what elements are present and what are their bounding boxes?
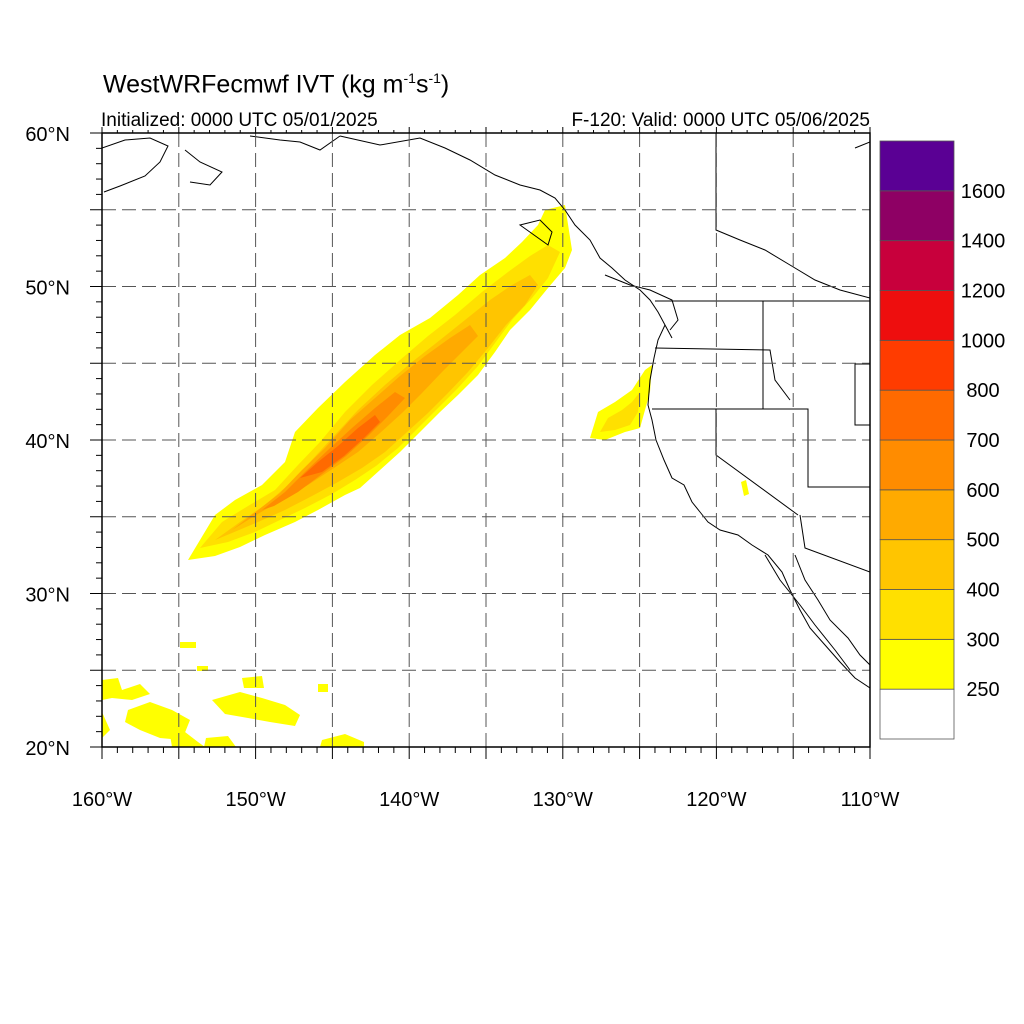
ivt-shading bbox=[102, 205, 749, 747]
lat-label: 30°N bbox=[25, 585, 70, 607]
colorbar-swatch bbox=[879, 290, 955, 341]
longitude-labels: 160°W 150°W 140°W 130°W 120°W 110°W bbox=[72, 789, 900, 811]
lon-label: 130°W bbox=[533, 789, 593, 811]
colorbar: 250 300 400 500 600 700 800 1000 1200 1400 1600 bbox=[879, 140, 1006, 740]
lat-label: 20°N bbox=[25, 738, 70, 760]
valid-time-label: F-120: Valid: 0000 UTC 05/06/2025 bbox=[571, 110, 870, 131]
lon-label: 140°W bbox=[379, 789, 439, 811]
colorbar-label: 1000 bbox=[961, 330, 1006, 352]
lon-label: 120°W bbox=[686, 789, 746, 811]
map-title: WestWRFecmwf IVT (kg m-1s-1) bbox=[103, 70, 450, 99]
colorbar-swatch bbox=[879, 389, 955, 441]
map-area bbox=[102, 133, 870, 747]
colorbar-swatch bbox=[879, 339, 955, 391]
colorbar-label: 800 bbox=[966, 380, 999, 402]
gulf-of-california bbox=[794, 554, 870, 666]
colorbar-swatch bbox=[879, 589, 955, 640]
lat-label: 50°N bbox=[25, 278, 70, 300]
colorbar-label: 250 bbox=[966, 679, 999, 701]
colorbar-label: 700 bbox=[966, 430, 999, 452]
colorbar-label: 400 bbox=[966, 580, 999, 602]
lon-label: 150°W bbox=[225, 789, 285, 811]
lat-label: 60°N bbox=[25, 124, 70, 146]
axis-ticks bbox=[90, 127, 871, 759]
init-time-label: Initialized: 0000 UTC 05/01/2025 bbox=[101, 110, 378, 131]
colorbar-swatch bbox=[879, 190, 955, 242]
us-west-coast bbox=[647, 324, 870, 689]
map-gridlines bbox=[102, 133, 870, 747]
coastlines bbox=[102, 133, 870, 689]
colorbar-swatch bbox=[879, 240, 955, 291]
ivt-contour-700 bbox=[300, 415, 380, 478]
bc-coast bbox=[339, 135, 673, 339]
lon-label: 110°W bbox=[841, 789, 900, 811]
colorbar-swatch bbox=[879, 489, 955, 541]
lon-label: 160°W bbox=[72, 789, 132, 811]
ivt-subtropical-patches bbox=[102, 678, 150, 700]
colorbar-label: 300 bbox=[966, 629, 999, 651]
colorbar-swatch bbox=[879, 140, 955, 192]
latitude-labels: 20°N 30°N 40°N 50°N 60°N bbox=[25, 124, 70, 760]
colorbar-swatch bbox=[879, 638, 955, 690]
colorbar-label: 500 bbox=[966, 530, 999, 552]
colorbar-label: 1400 bbox=[961, 231, 1006, 253]
ivt-coastal-band bbox=[590, 365, 652, 440]
colorbar-label: 1600 bbox=[961, 181, 1006, 203]
colorbar-swatch bbox=[879, 539, 955, 590]
state-borders bbox=[652, 300, 870, 573]
colorbar-label: 600 bbox=[966, 480, 999, 502]
colorbar-label: 1200 bbox=[961, 281, 1006, 303]
colorbar-swatch bbox=[879, 688, 955, 740]
colorbar-swatch bbox=[879, 439, 955, 491]
baja-peninsula bbox=[764, 554, 851, 671]
alaska-coast bbox=[102, 137, 169, 193]
lat-label: 40°N bbox=[25, 431, 70, 453]
